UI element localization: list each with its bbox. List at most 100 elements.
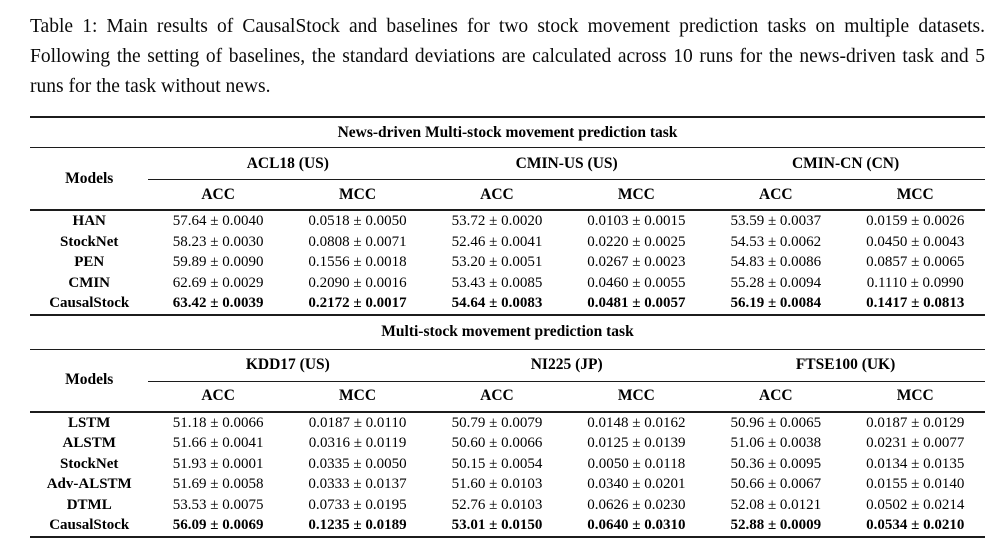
metric-header: ACC — [148, 380, 288, 412]
metric-value: 53.20 ± 0.0051 — [451, 254, 543, 271]
dataset-header: NI225 (JP) — [530, 356, 603, 373]
dataset-header: ACL18 (US) — [246, 154, 329, 172]
table-row: LSTM 51.18 ± 0.0066 0.0187 ± 0.0110 50.79 ±… — [30, 410, 985, 433]
metric-value: 52.76 ± 0.0103 — [451, 496, 543, 513]
metric-value: 0.0267 ± 0.0023 — [587, 254, 686, 271]
metric-value: 0.0333 ± 0.0137 — [308, 476, 407, 493]
metric-value: 0.0125 ± 0.0139 — [587, 435, 686, 452]
metric-value: 0.0460 ± 0.0055 — [587, 274, 686, 291]
section-title-row: Multi-stock movement prediction task — [30, 313, 985, 350]
metric-value: 0.0640 ± 0.0310 — [587, 517, 686, 534]
metric-value: 54.64 ± 0.0083 — [451, 295, 543, 312]
section-title: News-driven Multi-stock movement predict… — [30, 117, 985, 148]
metric-value: 0.0220 ± 0.0025 — [587, 233, 686, 250]
metric-value: 53.01 ± 0.0150 — [451, 517, 543, 534]
metric-value: 63.42 ± 0.0039 — [172, 295, 264, 312]
metric-value: 0.0187 ± 0.0129 — [845, 410, 985, 433]
metric-value: 0.2090 ± 0.0016 — [308, 274, 407, 291]
metric-value: 50.96 ± 0.0065 — [706, 410, 846, 433]
metric-value: 0.0155 ± 0.0140 — [866, 476, 965, 493]
metric-value: 0.1235 ± 0.0189 — [308, 517, 407, 534]
section-title-row: News-driven Multi-stock movement predict… — [30, 117, 985, 148]
dataset-header: CMIN-US (US) — [515, 154, 618, 172]
metric-value: 0.0450 ± 0.0043 — [866, 233, 965, 250]
metric-value: 0.0134 ± 0.0135 — [866, 455, 965, 472]
metric-value: 57.64 ± 0.0040 — [148, 209, 288, 232]
table-caption: Table 1: Main results of CausalStock and… — [30, 16, 985, 97]
metric-value: 51.60 ± 0.0103 — [451, 476, 543, 493]
metric-value: 53.53 ± 0.0075 — [172, 496, 264, 513]
table-row: CausalStock 63.42 ± 0.0039 0.2172 ± 0.0017… — [30, 293, 985, 315]
model-name: LSTM — [30, 410, 149, 433]
metric-value: 0.1556 ± 0.0018 — [308, 254, 407, 271]
table-row: CMIN 62.69 ± 0.0029 0.2090 ± 0.0016 53.43 ±… — [30, 273, 985, 294]
table-row: StockNet 51.93 ± 0.0001 0.0335 ± 0.0050 50.… — [30, 454, 985, 475]
metric-value: 62.69 ± 0.0029 — [172, 274, 264, 291]
model-name: StockNet — [60, 455, 119, 472]
metric-value: 52.88 ± 0.0009 — [730, 517, 822, 534]
metric-value: 52.08 ± 0.0121 — [730, 496, 822, 513]
dataset-header: FTSE100 (UK) — [795, 356, 896, 373]
metric-header: ACC — [148, 179, 288, 210]
dataset-header-row: Models ACL18 (US) CMIN-US (US) CMIN-CN (… — [30, 148, 985, 187]
metric-header: MCC — [845, 380, 985, 412]
metric-value: 0.1110 ± 0.0990 — [866, 274, 964, 291]
dataset-header: CMIN-CN (CN) — [791, 154, 900, 172]
metric-value: 51.66 ± 0.0041 — [172, 435, 264, 452]
metric-header-row: ACC MCC ACC MCC ACC MCC — [30, 380, 985, 412]
metric-value: 0.1417 ± 0.0813 — [866, 295, 965, 312]
metric-header: ACC — [706, 179, 846, 210]
metric-value: 51.18 ± 0.0066 — [148, 410, 288, 433]
metric-value: 50.79 ± 0.0079 — [427, 410, 567, 433]
metric-value: 0.0733 ± 0.0195 — [308, 496, 407, 513]
metric-value: 0.0340 ± 0.0201 — [587, 476, 686, 493]
metric-header-row: ACC MCC ACC MCC ACC MCC — [30, 179, 985, 210]
metric-value: 50.66 ± 0.0067 — [730, 476, 822, 493]
table-row: StockNet 58.23 ± 0.0030 0.0808 ± 0.0071 52.… — [30, 232, 985, 253]
metric-value: 50.60 ± 0.0066 — [451, 435, 543, 452]
metric-value: 0.2172 ± 0.0017 — [308, 295, 407, 312]
metric-value: 53.59 ± 0.0037 — [706, 209, 846, 232]
metric-value: 55.28 ± 0.0094 — [730, 274, 822, 291]
results-table: News-driven Multi-stock movement predict… — [30, 116, 985, 538]
metric-value: 0.0148 ± 0.0162 — [566, 410, 707, 433]
model-name: DTML — [66, 496, 112, 513]
metric-value: 0.0335 ± 0.0050 — [308, 455, 407, 472]
metric-value: 0.0187 ± 0.0110 — [287, 410, 428, 433]
dataset-header-row: Models KDD17 (US) NI225 (JP) FTSE100 (UK… — [30, 349, 985, 388]
table-row: ALSTM 51.66 ± 0.0041 0.0316 ± 0.0119 50.60 … — [30, 433, 985, 454]
metric-value: 54.83 ± 0.0086 — [730, 254, 822, 271]
section1-header: News-driven Multi-stock movement predict… — [30, 117, 985, 210]
metric-value: 56.19 ± 0.0084 — [730, 295, 822, 312]
metric-value: 51.93 ± 0.0001 — [172, 455, 264, 472]
metric-value: 0.0316 ± 0.0119 — [308, 435, 407, 452]
metric-value: 0.0808 ± 0.0071 — [308, 233, 407, 250]
table-row: HAN 57.64 ± 0.0040 0.0518 ± 0.0050 53.72 ± … — [30, 209, 985, 232]
metric-value: 0.0050 ± 0.0118 — [587, 455, 686, 472]
metric-value: 56.09 ± 0.0069 — [172, 517, 264, 534]
table-body-0: HAN 57.64 ± 0.0040 0.0518 ± 0.0050 53.72 ± … — [30, 209, 985, 315]
section-title: Multi-stock movement prediction task — [30, 313, 985, 350]
table-body-1: LSTM 51.18 ± 0.0066 0.0187 ± 0.0110 50.79 ±… — [30, 410, 985, 537]
metric-value: 0.0518 ± 0.0050 — [287, 209, 428, 232]
metric-value: 0.0534 ± 0.0210 — [866, 517, 965, 534]
metric-value: 0.0231 ± 0.0077 — [866, 435, 965, 452]
metric-header: ACC — [427, 380, 567, 412]
metric-value: 53.43 ± 0.0085 — [451, 274, 543, 291]
table-row: CausalStock 56.09 ± 0.0069 0.1235 ± 0.0189… — [30, 515, 985, 537]
model-name: Adv-ALSTM — [46, 476, 132, 493]
models-column-header: Models — [65, 371, 114, 388]
metric-header: MCC — [287, 179, 428, 210]
table-row: PEN 59.89 ± 0.0090 0.1556 ± 0.0018 53.20 ± … — [30, 252, 985, 273]
model-name: ALSTM — [62, 435, 116, 452]
metric-value: 52.46 ± 0.0041 — [451, 233, 543, 250]
metric-value: 0.0626 ± 0.0230 — [587, 496, 686, 513]
model-name: StockNet — [60, 233, 119, 250]
metric-header: MCC — [287, 380, 428, 412]
model-name: PEN — [74, 254, 105, 271]
metric-value: 59.89 ± 0.0090 — [172, 254, 264, 271]
model-name: CausalStock — [49, 295, 130, 312]
page-content: Table 1: Main results of CausalStock and… — [30, 12, 985, 538]
metric-value: 53.72 ± 0.0020 — [427, 209, 567, 232]
metric-value: 54.53 ± 0.0062 — [730, 233, 822, 250]
